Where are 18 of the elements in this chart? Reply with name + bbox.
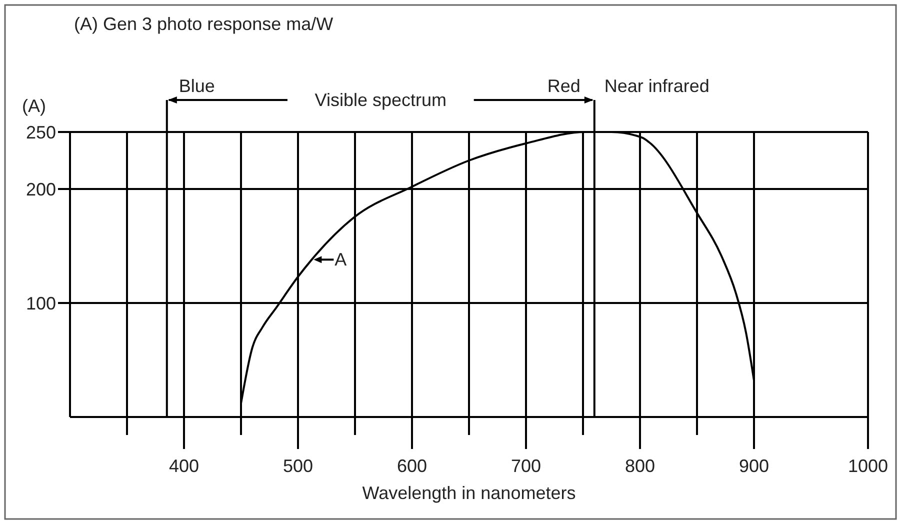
ref-line-label: Blue	[178, 76, 215, 96]
chart-title: (A) Gen 3 photo response ma/W	[74, 14, 334, 34]
ref-line-label: Red	[547, 76, 580, 96]
annotation: A	[334, 250, 347, 270]
text: Near infrared	[604, 76, 710, 96]
text: Visible spectrum	[314, 90, 447, 110]
x-tick-label: 600	[396, 456, 428, 476]
x-tick-label: 800	[624, 456, 656, 476]
x-tick-label: 700	[510, 456, 542, 476]
y-axis-title: (A)	[22, 96, 46, 116]
x-tick-label: 1000	[848, 456, 888, 476]
x-tick-label: 500	[282, 456, 314, 476]
x-axis-title: Wavelength in nanometers	[362, 483, 576, 503]
x-tick-label: 900	[738, 456, 770, 476]
y-tick-label: 100	[26, 293, 56, 314]
x-tick-label: 400	[168, 456, 200, 476]
y-tick-label: 200	[26, 179, 56, 200]
y-tick-label: 250	[26, 122, 56, 142]
